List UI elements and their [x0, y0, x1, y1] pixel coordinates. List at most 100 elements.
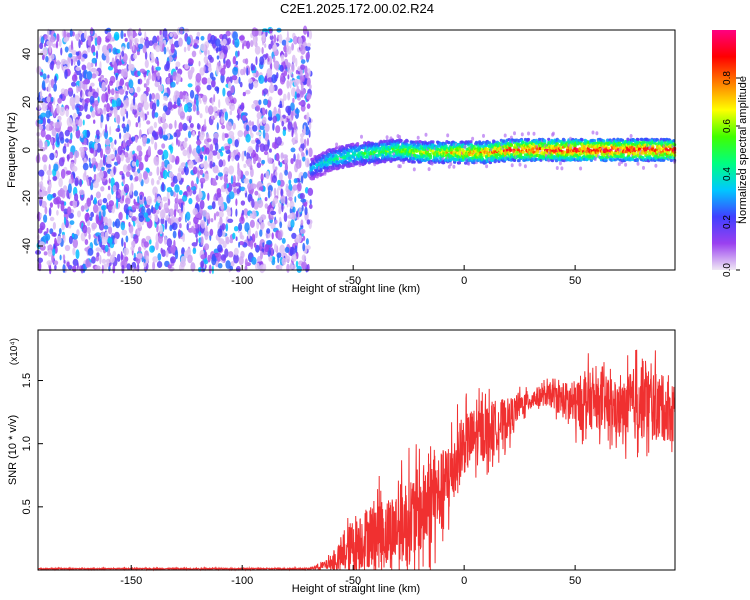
spectrogram-cell: [119, 132, 122, 140]
spectrogram-cell: [139, 68, 146, 74]
spectrogram-cell: [115, 73, 118, 81]
spectrogram-cell: [124, 37, 128, 42]
spectrogram-cell: [131, 136, 136, 142]
spectrogram-cell: [286, 80, 290, 89]
spectrogram-cell: [272, 257, 276, 263]
spectrogram-cell: [264, 132, 270, 142]
spectrogram-cell: [213, 195, 216, 201]
spectrogram-cell: [199, 113, 203, 119]
spectrogram-cell: [70, 58, 74, 66]
spectrogram-cell: [223, 182, 227, 190]
spectrogram-cell: [260, 222, 265, 230]
spectrogram-cell: [207, 192, 210, 201]
spectrogram-cell: [274, 243, 277, 252]
spectrogram-cell: [212, 164, 219, 174]
spectrogram-cell: [126, 123, 130, 133]
spectrogram-cell: [176, 97, 181, 107]
spectrogram-cell: [96, 252, 100, 257]
spectrogram-cell: [185, 161, 188, 169]
spectrogram-cell: [280, 188, 283, 197]
spectrogram-cell: [189, 115, 192, 121]
spectrogram-cell: [105, 38, 110, 43]
spectrogram-cell: [306, 93, 312, 100]
spectrogram-cell: [286, 189, 292, 197]
spectrogram-cell: [106, 113, 110, 122]
spectrogram-cell: [53, 83, 57, 92]
spectrogram-cell: [263, 98, 268, 106]
spectrogram-cell: [101, 244, 106, 250]
spectrogram-cell: [208, 105, 214, 115]
spectrogram-cell: [196, 145, 201, 154]
spectrogram-cell: [67, 154, 70, 162]
spectrogram-cell: [132, 108, 138, 115]
spectrogram-cell: [150, 136, 155, 145]
spectrogram-cell: [68, 53, 73, 58]
spectrogram-cell: [204, 155, 208, 161]
spectrogram-cell: [276, 136, 282, 146]
spectrogram-cell: [128, 79, 134, 89]
spectrogram-cell: [239, 81, 243, 88]
spectrogram-cell: [88, 233, 91, 240]
spectrogram-cell: [177, 198, 184, 203]
spectrogram-cell: [298, 207, 302, 213]
spectrogram-cell: [280, 54, 285, 63]
spectrogram-cell: [231, 157, 234, 162]
spectrogram-cell: [104, 138, 111, 146]
spectrogram-cell: [250, 132, 254, 139]
spectrogram-cell: [75, 249, 80, 260]
spectrogram-cell: [284, 162, 288, 173]
spectrogram-cell: [182, 149, 188, 157]
spectrogram-cell: [120, 107, 126, 117]
spectrogram-cell: [291, 54, 296, 64]
spectrogram-cell: [81, 57, 85, 62]
spectrogram-cell: [235, 182, 241, 187]
spectrogram-cell: [146, 78, 150, 86]
spectrogram-cell: [102, 208, 106, 217]
spectrogram-cell: [294, 108, 300, 115]
spectrogram-cell: [94, 100, 99, 107]
spectrogram-cell: [169, 224, 173, 232]
spectrogram-cell: [135, 159, 139, 167]
spectrogram-cell: [131, 240, 136, 248]
spectrogram-cell: [429, 154, 433, 158]
spectrogram-cell: [251, 183, 257, 190]
spectrogram-cell: [293, 121, 297, 131]
spectrogram-cell: [306, 219, 311, 225]
spectrogram-cell: [187, 254, 193, 264]
spectrogram-cell: [105, 145, 111, 155]
spectrogram-cell: [79, 72, 83, 82]
spectrogram-cell: [208, 66, 212, 73]
spectrogram-cell: [39, 42, 44, 50]
spectrogram-cell: [365, 155, 369, 159]
spectrogram-cell: [292, 35, 298, 45]
spectrogram-cell: [59, 254, 62, 261]
spectrogram-cell: [222, 45, 228, 55]
spectrogram-cell: [303, 201, 308, 208]
spectrogram-cell: [315, 159, 319, 163]
spectrogram-cell: [43, 49, 48, 55]
spectrogram-cell: [157, 72, 160, 81]
spectrogram-cell: [143, 241, 149, 248]
spectrogram-cell: [155, 45, 161, 53]
spectrogram-cell: [178, 122, 183, 132]
spectrogram-cell: [79, 178, 83, 187]
spectrogram-cell: [232, 56, 236, 65]
spectrogram-cell: [189, 89, 195, 99]
spectrogram-cell: [118, 88, 125, 95]
spectrogram-cell: [188, 58, 194, 65]
spectrogram-cell: [110, 88, 115, 96]
spectrogram-cell: [149, 245, 155, 253]
spectrogram-cell: [109, 126, 112, 136]
spectrogram-cell: [271, 200, 276, 208]
spectrogram-cell: [82, 162, 89, 171]
spectrogram-cell: [86, 220, 91, 227]
spectrogram-cell: [107, 226, 113, 235]
spectrogram-cell: [74, 193, 79, 202]
spectrogram-cell: [224, 111, 228, 121]
spectrogram-cell: [232, 122, 236, 130]
spectrogram-cell: [287, 108, 291, 116]
spectrogram-cell: [304, 206, 308, 216]
spectrogram-cell: [93, 197, 97, 205]
spectrogram-cell: [156, 261, 163, 268]
spectrogram-cell: [40, 129, 46, 138]
